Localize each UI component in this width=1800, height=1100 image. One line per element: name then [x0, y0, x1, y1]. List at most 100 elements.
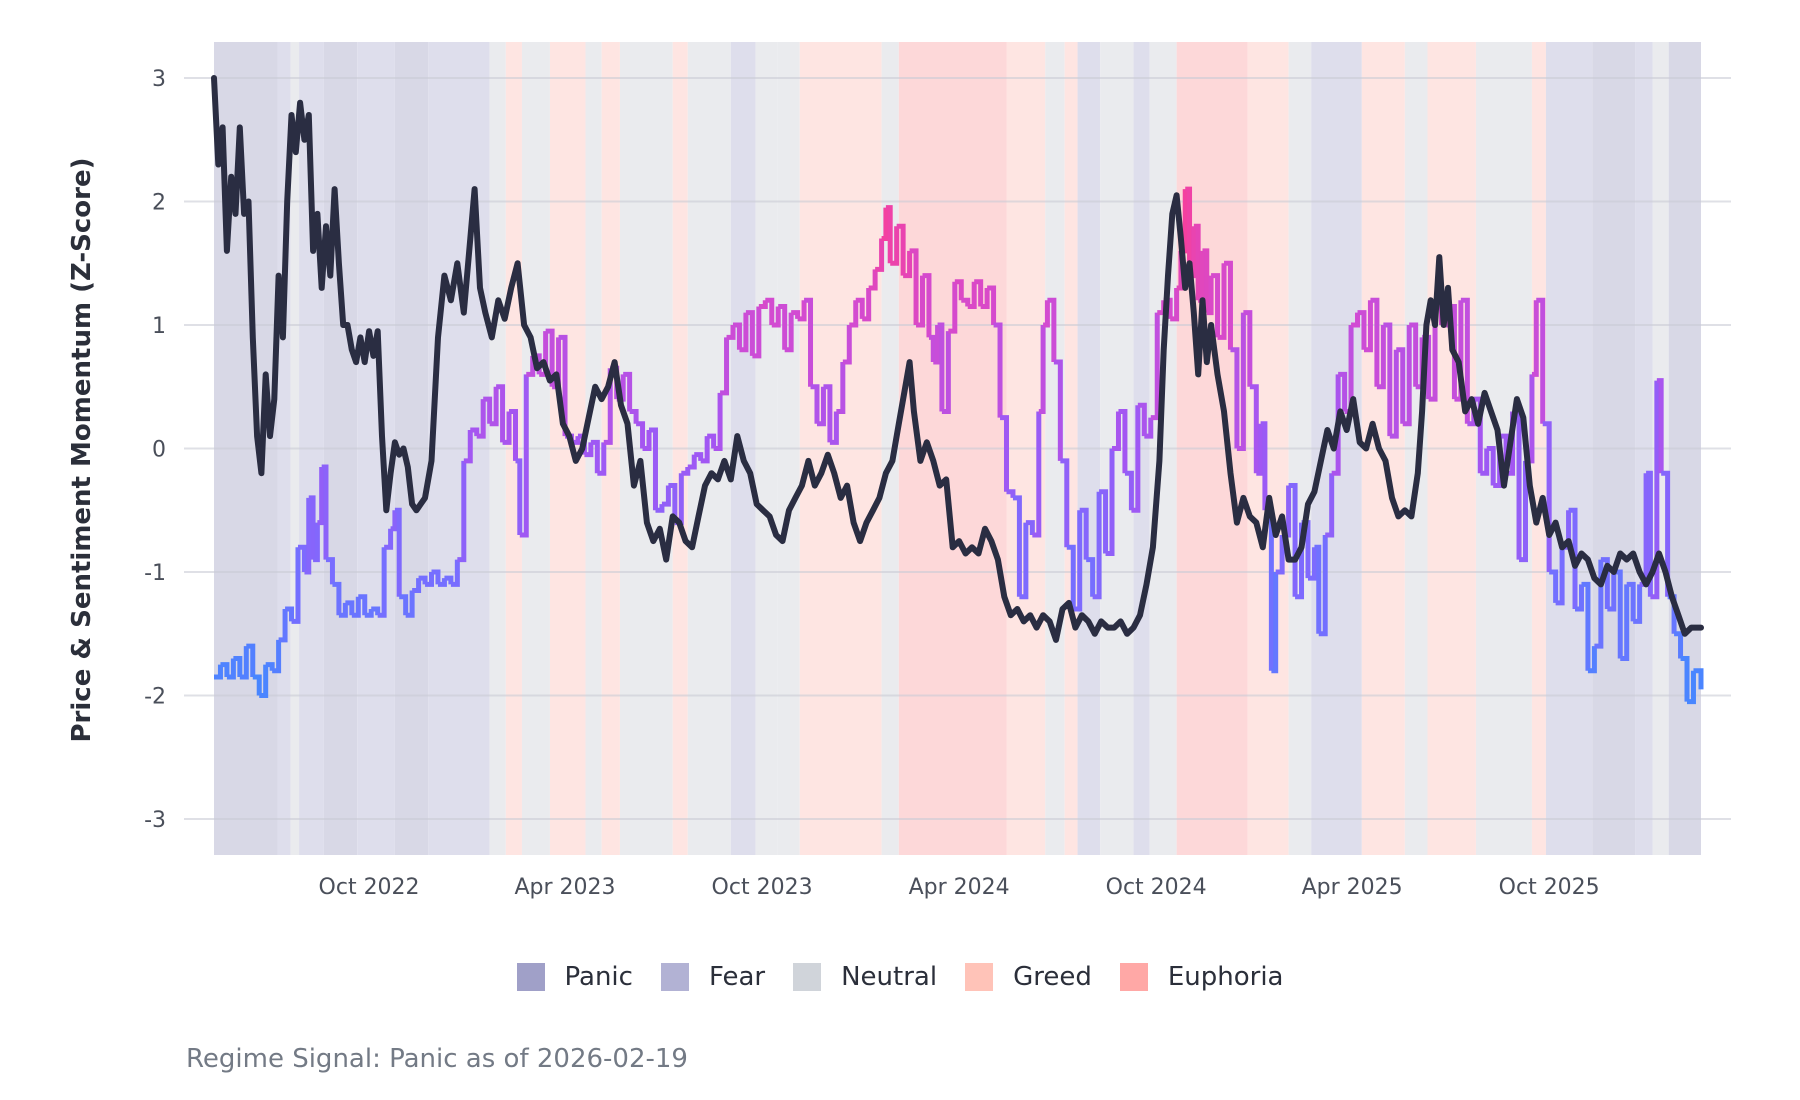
- sentiment-segment: [1217, 263, 1227, 340]
- sentiment-segment: [1000, 415, 1009, 492]
- y-tick-label: -1: [144, 561, 166, 586]
- sentiment-segment: [1383, 322, 1393, 437]
- sentiment-segment: [358, 594, 368, 616]
- sentiment-segment: [1025, 520, 1035, 535]
- x-tick-label: Apr 2025: [1302, 875, 1403, 900]
- sentiment-segment: [1376, 325, 1386, 390]
- sentiment-segment: [1243, 310, 1253, 387]
- y-tick-label: -3: [144, 808, 166, 833]
- sentiment-segment: [1099, 489, 1109, 554]
- sentiment-segment: [1661, 470, 1671, 597]
- sentiment-segment: [457, 460, 467, 563]
- sentiment-segment: [1594, 559, 1604, 649]
- sentiment-segment: [1118, 408, 1128, 474]
- legend-item-panic: Panic: [516, 962, 633, 992]
- sentiment-segment: [948, 281, 958, 334]
- sentiment-segment: [259, 664, 269, 698]
- sentiment-segment: [278, 609, 288, 643]
- sentiment-segment: [655, 504, 665, 513]
- sentiment-segment: [933, 325, 941, 365]
- legend-label: Panic: [564, 962, 633, 992]
- sentiment-segment: [687, 454, 697, 470]
- sentiment-segment: [308, 495, 316, 560]
- sentiment-segment: [1646, 470, 1653, 597]
- sentiment-segment: [1389, 349, 1399, 439]
- x-axis-ticks: Oct 2022 Apr 2023 Oct 2023 Apr 2024 Oct 2024…: [319, 875, 1600, 900]
- x-tick-label: Oct 2025: [1499, 875, 1600, 900]
- sentiment-segment: [1568, 507, 1578, 610]
- sentiment-segment: [1260, 421, 1268, 511]
- regime-signal-caption: Regime Signal: Panic as of 2026-02-19: [186, 1044, 688, 1074]
- sentiment-segment: [1351, 312, 1361, 328]
- y-axis-ticks: 3 2 1 0 -1 -2 -3: [144, 67, 166, 833]
- sentiment-segment: [937, 322, 945, 412]
- sentiment-segment: [1460, 297, 1470, 424]
- sentiment-segment: [332, 581, 342, 616]
- sentiment-segment: [862, 287, 872, 322]
- legend-label: Euphoria: [1167, 962, 1284, 992]
- sentiment-segment: [623, 371, 633, 412]
- sentiment-segment: [297, 544, 307, 572]
- sentiment-segment: [974, 279, 984, 307]
- sentiment-segment: [545, 328, 555, 387]
- price-series: [211, 75, 1704, 643]
- sentiment-segment: [732, 322, 742, 350]
- sentiment-segment: [896, 223, 906, 276]
- sentiment-segment: [765, 297, 775, 325]
- sentiment-segment: [745, 310, 755, 356]
- sentiment-segment: [1275, 534, 1285, 575]
- sentiment-segment: [1256, 423, 1264, 476]
- sentiment-segment: [987, 285, 997, 325]
- sentiment-segment: [885, 205, 893, 264]
- sentiment-segment: [509, 408, 518, 461]
- sentiment-segment: [713, 392, 723, 451]
- sentiment-segment: [849, 300, 859, 328]
- sentiment-segment: [752, 306, 762, 359]
- sentiment-segment: [1575, 584, 1584, 612]
- sentiment-segment: [629, 408, 639, 424]
- sentiment-segment: [1202, 248, 1210, 313]
- sentiment-segment: [816, 386, 826, 427]
- sentiment-segment: [1230, 347, 1240, 449]
- sentiment-segment: [1105, 448, 1115, 556]
- y-axis-title: Price & Sentiment Momentum (Z-Score): [67, 158, 97, 743]
- sentiment-segment: [1480, 448, 1490, 476]
- price-line: [211, 75, 1704, 643]
- sentiment-segment: [412, 578, 422, 594]
- sentiment-segment: [1674, 631, 1684, 659]
- sentiment-segment: [317, 467, 325, 526]
- sentiment-segment: [954, 279, 964, 301]
- x-tick-label: Oct 2024: [1106, 875, 1207, 900]
- sentiment-segment: [1581, 581, 1591, 671]
- sentiment-segment: [890, 226, 900, 266]
- sentiment-segment: [836, 362, 846, 414]
- sentiment-segment: [476, 399, 486, 439]
- sentiment-segment: [1519, 460, 1528, 563]
- sentiment-segment: [1600, 557, 1610, 610]
- sentiment-segment: [1144, 417, 1154, 439]
- gridlines: [184, 77, 1731, 820]
- sentiment-segment: [502, 411, 512, 445]
- sentiment-segment: [707, 433, 717, 449]
- sentiment-segment: [558, 334, 568, 437]
- sentiment-segment: [903, 250, 913, 279]
- sentiment-segment: [214, 664, 223, 680]
- sentiment-segment: [784, 312, 794, 353]
- sentiment-segment: [1555, 547, 1565, 606]
- y-tick-label: -2: [144, 685, 166, 710]
- sentiment-segment: [649, 427, 658, 511]
- x-tick-label: Apr 2023: [514, 875, 615, 900]
- sentiment-segment: [1693, 668, 1704, 690]
- sentiment-segment: [1620, 584, 1630, 661]
- sentiment-segment: [1112, 411, 1121, 451]
- sentiment-segment: [980, 287, 990, 309]
- sentiment-segment: [285, 606, 295, 622]
- sentiment-segment: [1314, 544, 1322, 634]
- sentiment-segment: [1363, 300, 1373, 353]
- sentiment-segment: [1536, 297, 1546, 424]
- sentiment-segment: [390, 510, 398, 532]
- sentiment-segment: [515, 458, 523, 535]
- sentiment-segment: [758, 300, 768, 309]
- sentiment-segment: [1092, 491, 1102, 600]
